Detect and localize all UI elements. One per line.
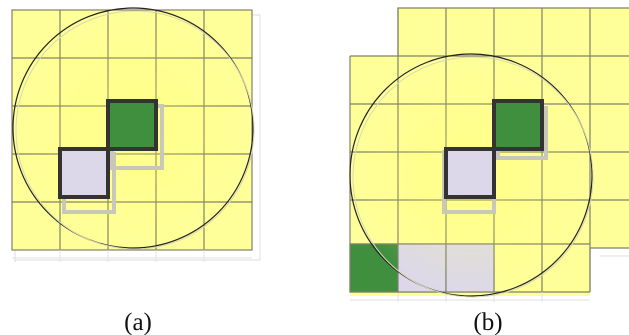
panel-a-green-cell bbox=[106, 99, 158, 151]
panel-b-label: (b) bbox=[473, 309, 502, 335]
panel-b-green-cell bbox=[492, 99, 544, 151]
panel-b: (b) bbox=[349, 7, 629, 335]
panel-b-lavender-cell bbox=[444, 147, 496, 199]
panel-a: (a) bbox=[11, 7, 261, 335]
panel-a-lavender-cell bbox=[58, 147, 110, 199]
panel-a-label: (a) bbox=[124, 309, 152, 335]
